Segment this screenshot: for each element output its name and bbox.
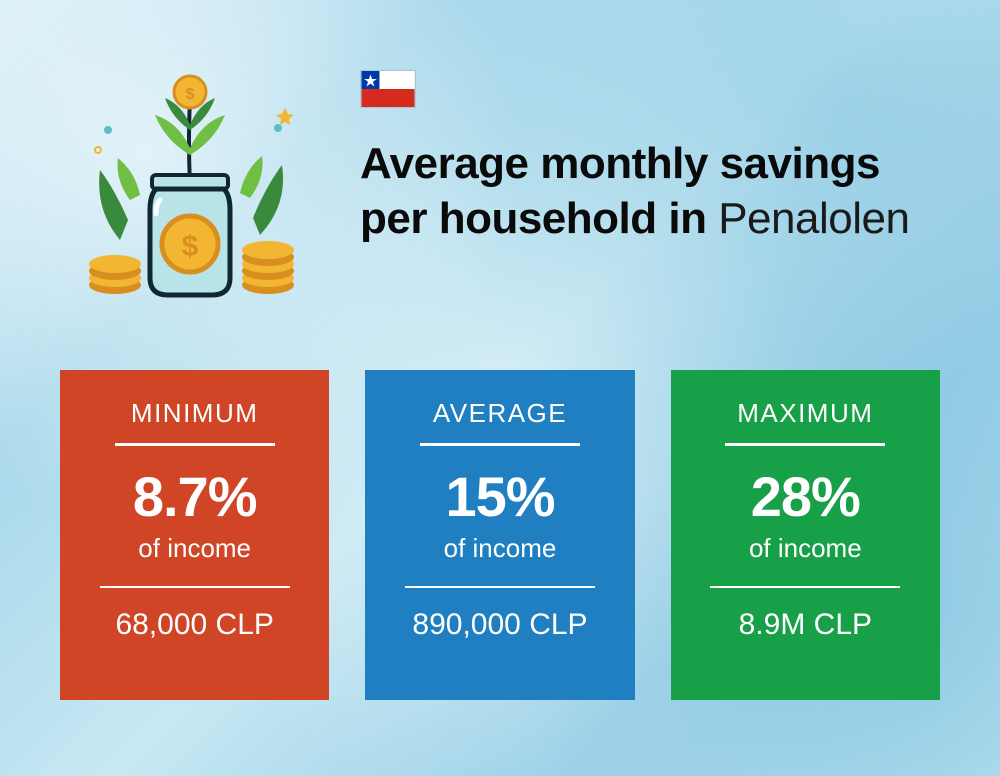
title-location: Penalolen xyxy=(718,194,909,243)
card-amount: 8.9M CLP xyxy=(739,608,872,642)
stat-cards: MINIMUM 8.7% of income 68,000 CLP AVERAG… xyxy=(0,320,1000,700)
card-minimum: MINIMUM 8.7% of income 68,000 CLP xyxy=(60,370,329,700)
card-maximum: MAXIMUM 28% of income 8.9M CLP xyxy=(671,370,940,700)
card-subtext: of income xyxy=(749,533,862,564)
savings-jar-illustration: $ $ xyxy=(60,60,320,320)
divider xyxy=(710,586,900,588)
card-subtext: of income xyxy=(138,533,251,564)
divider xyxy=(420,443,580,446)
chile-flag-icon xyxy=(360,70,416,108)
card-percent: 8.7% xyxy=(133,464,257,529)
page-title: Average monthly savings per household in… xyxy=(360,136,940,246)
card-amount: 68,000 CLP xyxy=(115,608,273,642)
title-block: Average monthly savings per household in… xyxy=(360,60,940,246)
card-label: MINIMUM xyxy=(131,398,258,429)
card-average: AVERAGE 15% of income 890,000 CLP xyxy=(365,370,634,700)
card-label: AVERAGE xyxy=(433,398,567,429)
divider xyxy=(405,586,595,588)
card-amount: 890,000 CLP xyxy=(412,608,587,642)
divider xyxy=(115,443,275,446)
divider xyxy=(100,586,290,588)
card-percent: 15% xyxy=(445,464,554,529)
card-percent: 28% xyxy=(751,464,860,529)
card-subtext: of income xyxy=(444,533,557,564)
svg-text:$: $ xyxy=(186,86,195,103)
svg-text:$: $ xyxy=(182,230,199,263)
header: $ $ xyxy=(0,0,1000,320)
savings-jar-icon: $ $ xyxy=(60,60,320,320)
divider xyxy=(725,443,885,446)
card-label: MAXIMUM xyxy=(737,398,873,429)
